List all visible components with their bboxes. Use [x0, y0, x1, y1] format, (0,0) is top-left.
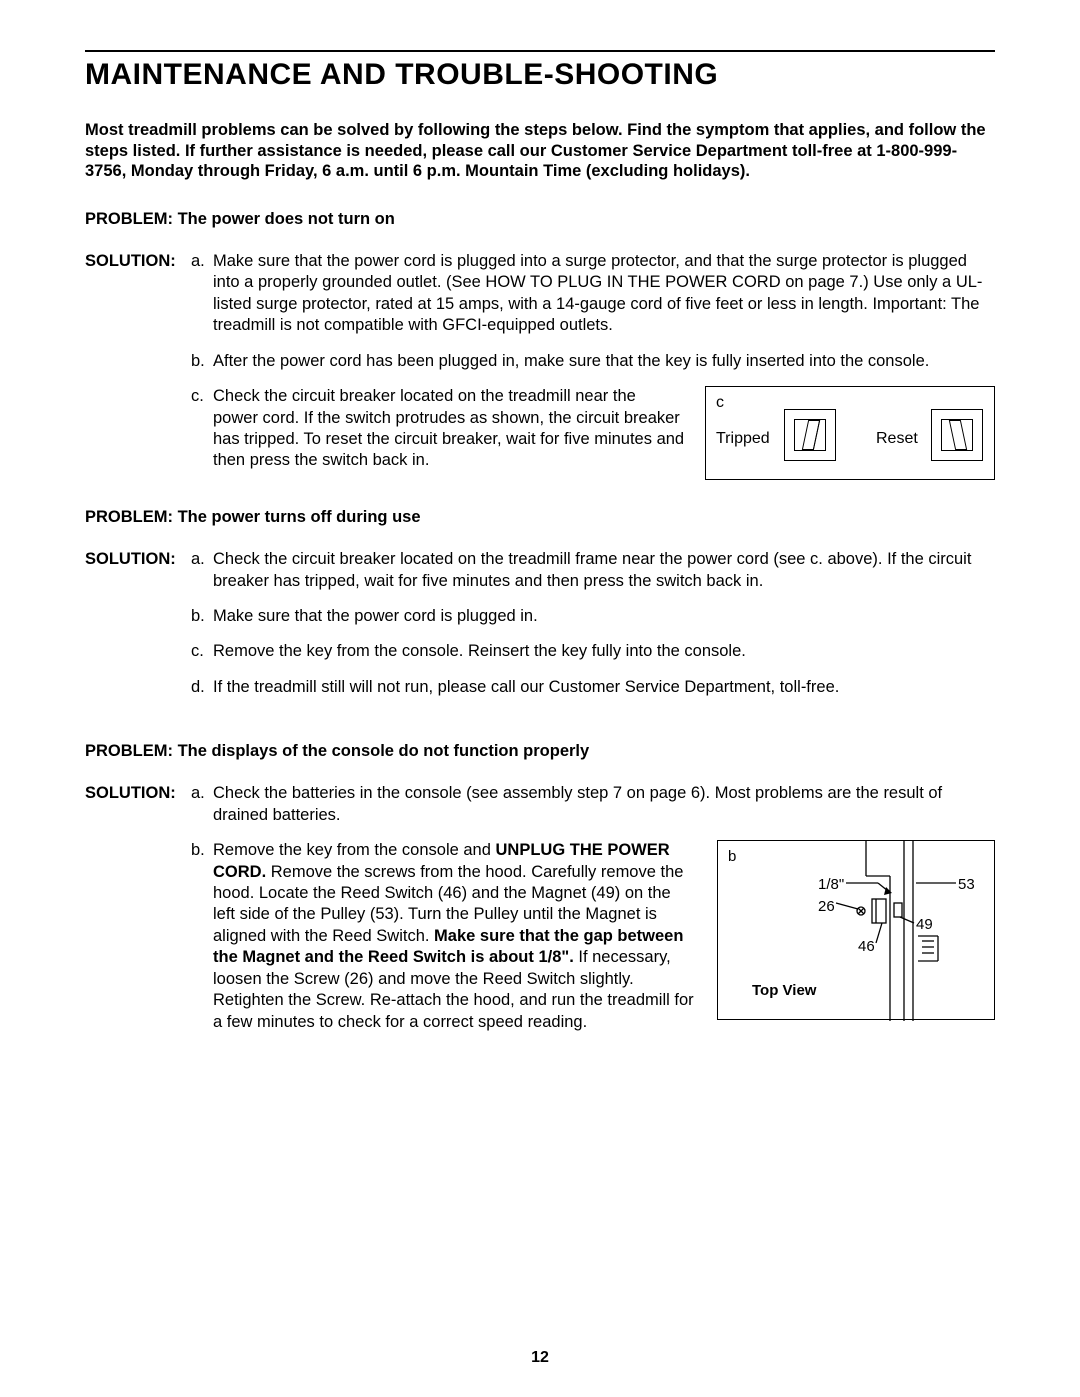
- solution-text: After the power cord has been plugged in…: [213, 351, 995, 372]
- reed-switch-diagram-icon: [718, 841, 996, 1021]
- list-letter: a.: [191, 549, 213, 592]
- switch-tripped-icon: [784, 409, 836, 461]
- solution-text: If the treadmill still will not run, ple…: [213, 677, 995, 698]
- page-number: 12: [0, 1349, 1080, 1367]
- solution-row: SOLUTION: a. Check the batteries in the …: [85, 783, 995, 826]
- problem-2-heading: PROBLEM: The power turns off during use: [85, 508, 995, 527]
- solution-text: Check the circuit breaker located on the…: [213, 549, 995, 592]
- solution-label: SOLUTION:: [85, 783, 191, 826]
- reset-label: Reset: [876, 429, 918, 450]
- top-rule: [85, 50, 995, 52]
- list-letter: a.: [191, 783, 213, 826]
- text-span: Remove the key from the console and: [213, 841, 495, 859]
- list-letter: c.: [191, 386, 213, 407]
- problem-1-heading: PROBLEM: The power does not turn on: [85, 210, 995, 229]
- solution-label: SOLUTION:: [85, 251, 191, 337]
- solution-row: SOLUTION: a. Check the circuit breaker l…: [85, 549, 995, 592]
- intro-text: Most treadmill problems can be solved by…: [85, 120, 995, 182]
- solution-row-with-fig: b. Remove the key from the console and U…: [85, 840, 995, 1033]
- figure-label: c: [716, 393, 724, 414]
- solution-label: SOLUTION:: [85, 549, 191, 592]
- list-letter: b.: [191, 606, 213, 627]
- solution-row: b. Make sure that the power cord is plug…: [85, 606, 995, 627]
- solution-row-with-fig: c. Check the circuit breaker located on …: [85, 386, 995, 480]
- list-letter: d.: [191, 677, 213, 698]
- list-letter: a.: [191, 251, 213, 337]
- problem-3-heading: PROBLEM: The displays of the console do …: [85, 742, 995, 761]
- page-title: MAINTENANCE AND TROUBLE-SHOOTING: [85, 58, 995, 92]
- figure-b-reed-switch: b 1/8" 53 26 49 46 Top View: [717, 840, 995, 1020]
- list-letter: b.: [191, 840, 213, 861]
- solution-row: b. After the power cord has been plugged…: [85, 351, 995, 372]
- solution-text: Make sure that the power cord is plugged…: [213, 251, 995, 337]
- figure-c-circuit-breaker: c Tripped Reset: [705, 386, 995, 480]
- switch-reset-icon: [931, 409, 983, 461]
- solution-row: c. Remove the key from the console. Rein…: [85, 641, 995, 662]
- list-letter: c.: [191, 641, 213, 662]
- solution-text: Make sure that the power cord is plugged…: [213, 606, 995, 627]
- solution-text: Remove the key from the console. Reinser…: [213, 641, 995, 662]
- list-letter: b.: [191, 351, 213, 372]
- solution-text: Check the circuit breaker located on the…: [213, 386, 705, 472]
- manual-page: MAINTENANCE AND TROUBLE-SHOOTING Most tr…: [0, 0, 1080, 1397]
- solution-row: SOLUTION: a. Make sure that the power co…: [85, 251, 995, 337]
- tripped-label: Tripped: [716, 429, 770, 450]
- solution-row: d. If the treadmill still will not run, …: [85, 677, 995, 698]
- solution-text: Check the batteries in the console (see …: [213, 783, 995, 826]
- solution-text: Remove the key from the console and UNPL…: [213, 840, 717, 1033]
